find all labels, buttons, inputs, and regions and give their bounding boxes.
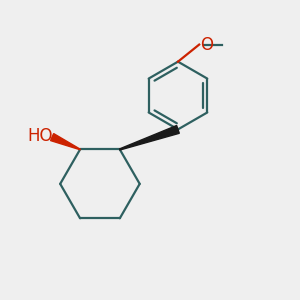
Text: HO: HO	[27, 127, 52, 145]
Polygon shape	[120, 125, 179, 150]
Text: O: O	[200, 36, 213, 54]
Polygon shape	[50, 134, 80, 150]
